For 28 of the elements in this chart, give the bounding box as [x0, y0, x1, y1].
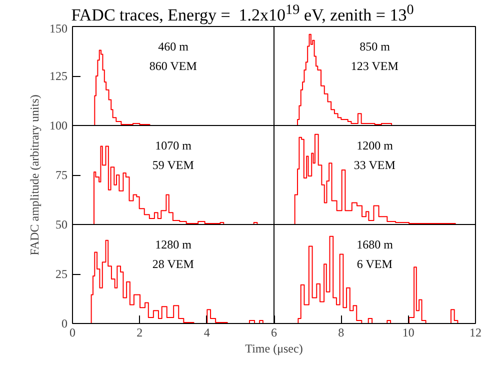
annotation: 460 m [158, 39, 190, 54]
annotation: 850 m [360, 39, 391, 54]
annotation: 1200 m [356, 138, 394, 152]
x-tick-label: 2 [136, 326, 143, 340]
annotation: 1280 m [155, 237, 192, 252]
y-axis-title: FADC amplitude (arbitrary units) [28, 94, 42, 256]
y-tick-label: 150 [50, 22, 68, 36]
y-tick-label: 125 [50, 69, 68, 83]
x-tick-label: 8 [338, 326, 344, 340]
annotation: 6 VEM [356, 257, 393, 272]
x-tick-label: 6 [271, 326, 277, 340]
y-tick-label: 0 [62, 316, 68, 330]
x-axis-title: Time (μsec) [245, 342, 303, 356]
annotation: 123 VEM [350, 59, 399, 74]
annotation: 860 VEM [149, 59, 198, 74]
annotation: 33 VEM [354, 158, 396, 172]
chart-title: FADC traces, Energy = 1.2x10$^{19}$ eV, zenith = 13$^{0}$ [71, 1, 414, 26]
x-tick-label: 12 [470, 326, 482, 340]
y-tick-label: 75 [56, 168, 68, 182]
y-tick-label: 25 [56, 267, 68, 281]
x-tick-label: 4 [204, 326, 210, 340]
y-tick-label: 50 [56, 218, 68, 232]
annotation: 1070 m [155, 138, 192, 152]
annotation: 28 VEM [152, 257, 194, 272]
annotation: 59 VEM [152, 158, 194, 172]
x-tick-label: 10 [402, 326, 414, 340]
y-tick-label: 100 [50, 118, 68, 132]
annotation: 1680 m [356, 237, 394, 252]
